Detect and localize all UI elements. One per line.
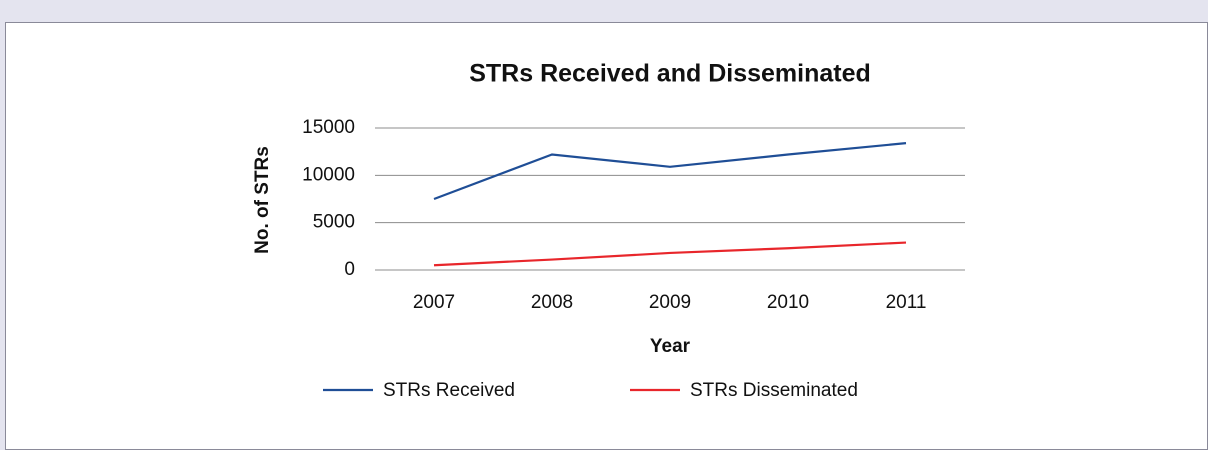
y-tick-label: 5000 <box>313 212 355 233</box>
y-tick-label: 10000 <box>302 164 355 185</box>
legend-label: STRs Disseminated <box>690 380 858 401</box>
x-axis-label: Year <box>650 336 691 357</box>
chart-frame <box>5 22 1208 450</box>
legend-label: STRs Received <box>383 380 515 401</box>
x-tick-label: 2011 <box>886 292 927 313</box>
data-line <box>433 241 907 267</box>
x-tick-label: 2009 <box>649 292 691 313</box>
chart-title: STRs Received and Disseminated <box>469 60 871 88</box>
x-tick-label: 2008 <box>531 292 573 313</box>
x-tick-label: 2010 <box>767 292 809 313</box>
x-tick-label: 2007 <box>413 292 455 313</box>
data-line <box>433 142 907 201</box>
y-tick-label: 0 <box>344 259 355 280</box>
y-axis-label: No. of STRs <box>252 146 273 254</box>
y-tick-label: 15000 <box>302 117 355 138</box>
